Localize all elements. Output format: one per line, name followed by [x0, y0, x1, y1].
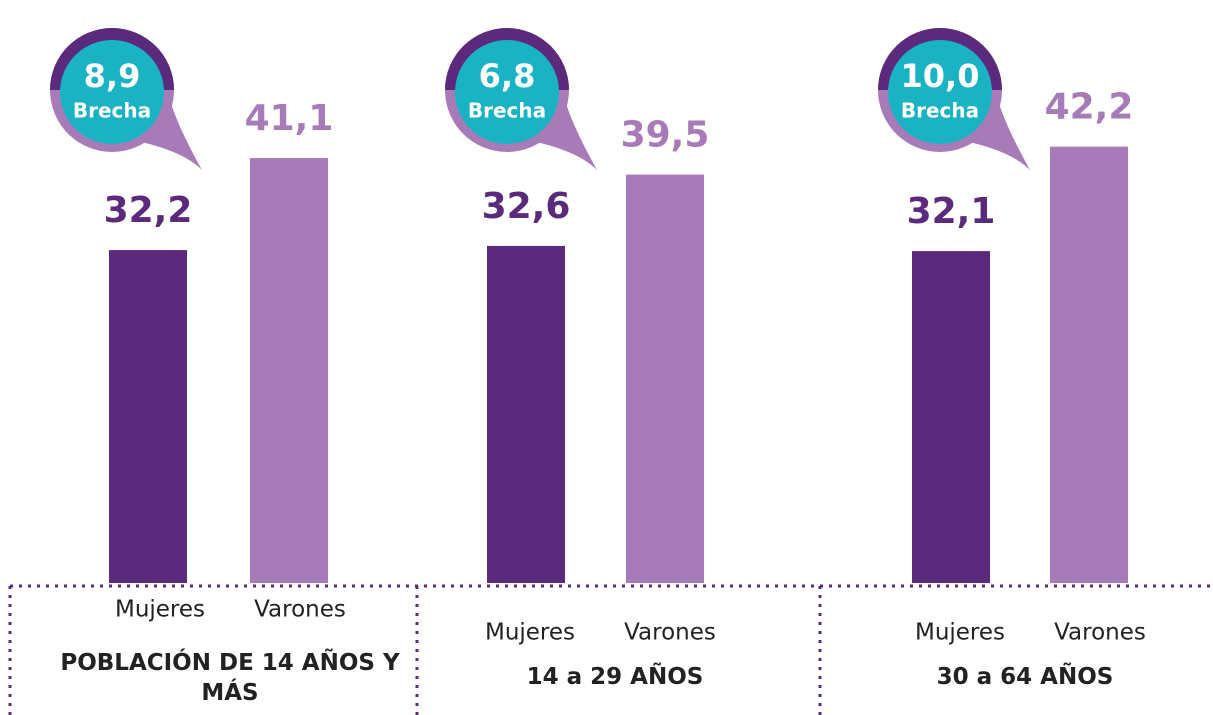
gap-bubble [455, 40, 559, 144]
series-label: Mujeres [115, 597, 205, 623]
series-label: Varones [624, 620, 716, 646]
series-label: Varones [1054, 620, 1146, 646]
category-label: 14 a 29 AÑOS [526, 664, 704, 690]
bubble-tail [132, 100, 202, 170]
gap-bubble [888, 40, 992, 144]
category-label: POBLACIÓN DE 14 AÑOS Y MÁS [60, 650, 400, 706]
gap-label: Brecha [73, 99, 151, 123]
bubble-tail [527, 100, 597, 170]
series-label: Mujeres [485, 620, 575, 646]
bar [626, 174, 704, 584]
gap-label: Brecha [901, 99, 979, 123]
series-label: Varones [254, 597, 346, 623]
category-label: 30 a 64 AÑOS [936, 664, 1114, 690]
gap-value: 6,8 [479, 57, 536, 95]
value-label: 32,2 [104, 190, 193, 231]
value-label: 39,5 [621, 115, 710, 156]
value-label: 32,1 [907, 191, 996, 232]
bar [109, 250, 187, 583]
gap-label: Brecha [468, 99, 546, 123]
bar [912, 251, 990, 583]
value-label: 42,2 [1045, 87, 1134, 128]
bar [487, 245, 565, 584]
bar [1050, 146, 1128, 584]
bubble-tail [960, 100, 1030, 170]
gap-value: 10,0 [901, 57, 980, 95]
gap-value: 8,9 [84, 57, 141, 95]
value-label: 32,6 [482, 186, 571, 227]
series-label: Mujeres [915, 620, 1005, 646]
bar [250, 158, 328, 583]
gap-bubble [60, 40, 164, 144]
value-label: 41,1 [245, 98, 334, 139]
